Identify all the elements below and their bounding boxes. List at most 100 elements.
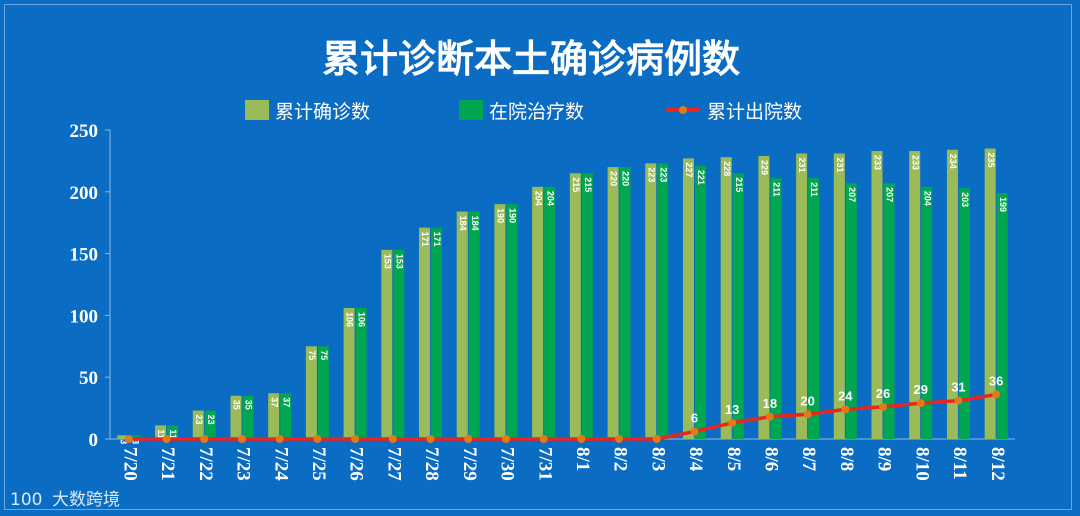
bar-label-in-hospital-14: 223 xyxy=(658,167,668,182)
y-tick-label-250: 250 xyxy=(70,121,99,142)
line-label-discharged-18: 20 xyxy=(800,393,814,408)
line-marker-discharged-8 xyxy=(426,435,435,443)
bar-label-cumulative-confirmed-6: 106 xyxy=(345,312,355,327)
bar-cumulative-confirmed-8 xyxy=(419,227,431,439)
line-marker-discharged-3 xyxy=(237,435,246,443)
line-marker-discharged-18 xyxy=(803,410,812,419)
y-tick-label-150: 150 xyxy=(70,245,99,266)
x-tick-label-20: 8/9 xyxy=(874,447,895,471)
bar-in-hospital-22 xyxy=(958,188,970,439)
chart-title: 累计诊断本土确诊病例数 xyxy=(322,37,740,81)
bar-label-in-hospital-23: 199 xyxy=(998,197,1008,212)
bar-in-hospital-15 xyxy=(694,165,706,439)
bar-in-hospital-5 xyxy=(317,346,329,439)
bar-in-hospital-6 xyxy=(355,307,367,439)
bar-label-in-hospital-21: 204 xyxy=(922,191,932,206)
line-marker-discharged-0 xyxy=(124,435,133,443)
x-tick-label-3: 7/23 xyxy=(233,447,254,481)
bar-label-in-hospital-6: 106 xyxy=(357,312,367,327)
legend-swatch-cumulative-confirmed xyxy=(245,100,269,120)
bar-cumulative-confirmed-3 xyxy=(230,395,242,439)
x-tick-label-15: 8/4 xyxy=(685,447,706,472)
bar-label-cumulative-confirmed-9: 184 xyxy=(458,216,468,231)
bar-in-hospital-19 xyxy=(845,183,857,439)
line-marker-discharged-6 xyxy=(351,435,360,443)
bar-in-hospital-23 xyxy=(996,193,1008,439)
x-tick-label-21: 8/10 xyxy=(911,447,932,481)
bar-cumulative-confirmed-13 xyxy=(607,167,619,439)
bar-in-hospital-18 xyxy=(808,178,820,440)
bar-in-hospital-8 xyxy=(431,227,443,439)
bar-label-in-hospital-7: 153 xyxy=(394,254,404,269)
bar-cumulative-confirmed-4 xyxy=(268,393,280,439)
bar-label-cumulative-confirmed-4: 37 xyxy=(269,397,279,407)
watermark: 100 大数跨境 xyxy=(10,490,120,510)
bar-in-hospital-21 xyxy=(921,186,933,439)
line-marker-discharged-2 xyxy=(200,435,209,443)
bar-label-cumulative-confirmed-10: 190 xyxy=(496,208,506,223)
bar-cumulative-confirmed-0 xyxy=(117,435,129,439)
line-marker-discharged-4 xyxy=(275,435,284,443)
bar-cumulative-confirmed-12 xyxy=(569,173,581,439)
bar-in-hospital-9 xyxy=(468,211,480,439)
bar-label-in-hospital-18: 211 xyxy=(809,182,819,197)
bars: 3 3 11 11 23 23 35 35 37 37 75 75 106 106 153 153 171 171… xyxy=(117,148,1008,444)
bar-cumulative-confirmed-19 xyxy=(833,153,845,439)
bar-label-in-hospital-20: 207 xyxy=(885,187,895,202)
x-tick-label-11: 7/31 xyxy=(534,447,555,481)
bar-cumulative-confirmed-18 xyxy=(796,153,808,439)
x-tick-label-0: 7/20 xyxy=(119,447,140,481)
line-marker-discharged-12 xyxy=(577,435,586,443)
series-line-discharged xyxy=(127,392,998,441)
bar-in-hospital-11 xyxy=(544,186,556,439)
bar-label-cumulative-confirmed-3: 35 xyxy=(232,400,242,410)
x-tick-label-4: 7/24 xyxy=(270,447,291,481)
line-marker-discharged-16 xyxy=(728,418,737,427)
line-marker-discharged-10 xyxy=(501,435,510,443)
watermark-logo-icon: 100 xyxy=(10,490,42,510)
bar-in-hospital-14 xyxy=(657,163,669,439)
bar-label-in-hospital-4: 37 xyxy=(281,397,291,407)
bar-cumulative-confirmed-20 xyxy=(871,151,883,439)
bar-label-in-hospital-5: 75 xyxy=(319,350,329,360)
bar-label-in-hospital-3: 35 xyxy=(244,400,254,410)
bar-cumulative-confirmed-2 xyxy=(192,410,204,439)
x-tick-label-17: 8/6 xyxy=(761,447,782,471)
bar-label-cumulative-confirmed-12: 215 xyxy=(571,177,581,192)
bar-label-cumulative-confirmed-11: 204 xyxy=(533,191,543,206)
chart-frame xyxy=(4,4,1072,510)
bar-cumulative-confirmed-5 xyxy=(305,346,317,439)
bar-label-in-hospital-22: 203 xyxy=(960,192,970,207)
bar-label-cumulative-confirmed-5: 75 xyxy=(307,350,317,360)
x-tick-label-10: 7/30 xyxy=(497,447,518,481)
bar-label-in-hospital-2: 23 xyxy=(206,415,216,425)
line-marker-discharged-14 xyxy=(652,435,661,443)
bar-label-cumulative-confirmed-18: 231 xyxy=(797,157,807,172)
bar-in-hospital-10 xyxy=(506,204,518,439)
y-tick-label-50: 50 xyxy=(79,368,98,389)
svg-text:100: 100 xyxy=(10,490,42,510)
line-label-discharged-17: 18 xyxy=(763,396,777,411)
line-marker-discharged-22 xyxy=(954,396,963,405)
x-tick-label-5: 7/25 xyxy=(308,447,329,481)
line-marker-discharged-11 xyxy=(539,435,548,443)
y-tick-label-200: 200 xyxy=(70,183,99,204)
x-tick-label-1: 7/21 xyxy=(157,447,178,481)
bar-in-hospital-3 xyxy=(242,395,254,439)
bar-cumulative-confirmed-23 xyxy=(984,148,996,440)
bar-label-cumulative-confirmed-19: 231 xyxy=(835,157,845,172)
line-label-discharged-23: 36 xyxy=(989,374,1003,389)
x-tick-label-8: 7/28 xyxy=(421,447,442,481)
line-label-discharged-20: 26 xyxy=(876,386,890,401)
line-label-discharged-19: 24 xyxy=(838,388,853,403)
y-tick-label-100: 100 xyxy=(70,306,99,327)
bar-cumulative-confirmed-9 xyxy=(456,211,468,439)
x-tick-label-6: 7/26 xyxy=(346,447,367,481)
line-marker-discharged-21 xyxy=(916,399,925,408)
x-tick-label-9: 7/29 xyxy=(459,447,480,481)
bar-label-in-hospital-19: 207 xyxy=(847,187,857,202)
bar-label-cumulative-confirmed-8: 171 xyxy=(420,232,430,247)
axes: 0 50 100 150 200 250 xyxy=(70,121,1015,451)
x-tick-label-19: 8/8 xyxy=(836,447,857,471)
x-tick-label-12: 8/1 xyxy=(572,447,593,471)
